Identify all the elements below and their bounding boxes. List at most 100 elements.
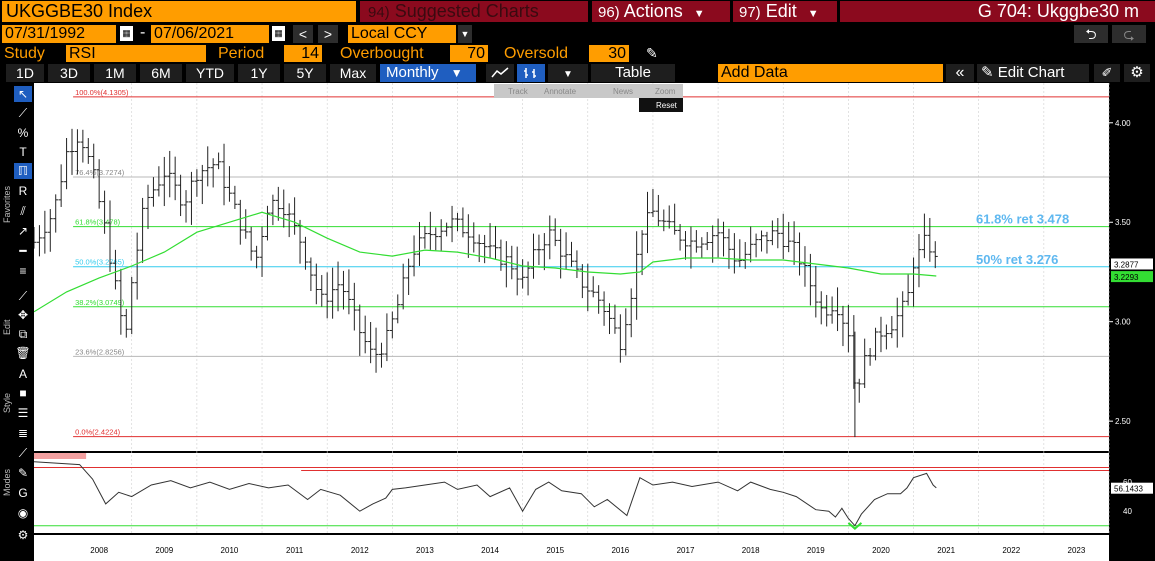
price-bar [270, 194, 276, 226]
retracement-annotation[interactable]: 61.8% ret 3.478 [976, 212, 1069, 227]
line-chart-icon[interactable] [486, 64, 514, 82]
fill-icon[interactable]: ■ [19, 386, 27, 400]
trendline-icon[interactable]: ⟋ [18, 106, 28, 120]
calendar-icon[interactable]: ▦ [272, 26, 285, 41]
price-bar [601, 291, 607, 326]
redo-button[interactable]: ⮎ [1112, 25, 1146, 43]
text-icon[interactable]: T [19, 145, 27, 159]
oversold-input[interactable]: 30 [589, 45, 629, 62]
hline-icon[interactable]: ━ [19, 244, 27, 258]
pencil-icon[interactable]: ✎ [646, 45, 658, 61]
overbought-input[interactable]: 70 [450, 45, 488, 62]
collapse-icon[interactable]: « [946, 64, 974, 82]
price-bar [80, 129, 86, 163]
chevron-down-icon: ▼ [563, 69, 573, 80]
y-tick-label: 2.50 [1115, 417, 1131, 426]
actions-num: 96) [598, 4, 620, 21]
bar-chart-icon[interactable] [517, 64, 545, 82]
annotate-tool[interactable]: Annotate [544, 87, 577, 96]
line-width-icon[interactable]: ☰ [17, 406, 29, 420]
edit-chart-button[interactable]: ✎ Edit Chart [977, 64, 1089, 82]
price-bar [302, 236, 308, 270]
percent-icon[interactable]: % [17, 126, 29, 140]
retracement-icon[interactable]: R [18, 184, 28, 198]
draw-icon[interactable]: ✐ [1094, 64, 1120, 82]
range-1y[interactable]: 1Y [238, 64, 280, 82]
start-date-input[interactable]: 07/31/1992 [2, 25, 116, 43]
period-input[interactable]: 14 [284, 45, 322, 62]
range-6m[interactable]: 6M [140, 64, 182, 82]
channel-icon[interactable]: ≡ [19, 264, 27, 278]
prev-period-button[interactable]: < [293, 25, 313, 43]
moving-average-line[interactable] [33, 211, 937, 313]
x-tick-label: 2021 [937, 546, 955, 555]
next-period-button[interactable]: > [318, 25, 338, 43]
line-style-icon[interactable]: ≣ [17, 426, 29, 440]
price-bar [454, 212, 460, 232]
price-bar [688, 226, 694, 269]
x-tick-label: 2016 [611, 546, 629, 555]
currency-select[interactable]: Local CCY [348, 25, 456, 43]
price-bar [205, 146, 211, 187]
fib-level-label: 50.0%(3.2765) [75, 258, 125, 267]
move-icon[interactable]: ✥ [17, 308, 29, 322]
reset-button[interactable] [639, 98, 683, 112]
copy-icon[interactable]: ⧉ [18, 327, 28, 341]
price-bar [102, 190, 108, 234]
rsi-line[interactable] [33, 461, 937, 527]
range-max[interactable]: Max [330, 64, 376, 82]
gear-icon[interactable]: ⚙ [1124, 64, 1150, 82]
price-bar [818, 291, 824, 325]
range-ytd[interactable]: YTD [186, 64, 234, 82]
price-bar [237, 199, 243, 245]
edit-menu[interactable]: 97) Edit ▼ [733, 1, 837, 22]
price-bar [590, 276, 596, 298]
settings-icon[interactable]: ⚙ [17, 528, 29, 542]
zoom-tool[interactable]: Zoom [655, 87, 676, 96]
mode-cycle-icon[interactable]: G [18, 486, 28, 500]
range-5y[interactable]: 5Y [284, 64, 326, 82]
price-bar [69, 128, 75, 175]
fibonacci-icon[interactable]: ℿ [14, 163, 32, 179]
calendar-icon[interactable]: ▦ [120, 26, 133, 41]
arrow-icon[interactable]: ↗ [17, 224, 29, 238]
chart-type-dropdown[interactable]: ▼ [548, 64, 588, 82]
end-date-input[interactable]: 07/06/2021 [151, 25, 269, 43]
trash-icon[interactable]: 🗑 [15, 346, 31, 360]
chevron-down-icon[interactable]: ▼ [458, 25, 472, 43]
price-bar [161, 156, 167, 207]
price-bar [259, 226, 265, 277]
range-1m[interactable]: 1M [94, 64, 136, 82]
range-3d[interactable]: 3D [48, 64, 90, 82]
price-bar [558, 228, 564, 279]
price-bar [53, 194, 59, 233]
retracement-annotation[interactable]: 50% ret 3.276 [976, 252, 1058, 267]
line-tool-icon[interactable]: ⟋ [18, 289, 28, 303]
suggested-charts-menu[interactable]: 94) Suggested Charts [360, 1, 588, 22]
pen-icon[interactable]: ⟋ [18, 446, 28, 460]
font-icon[interactable]: A [18, 367, 27, 381]
pitchfork-icon[interactable]: ⫽ [20, 204, 26, 218]
study-input[interactable]: RSI [66, 45, 206, 62]
price-bar [607, 303, 613, 335]
ticker-field[interactable]: UKGGBE30 Index [2, 1, 356, 22]
range-1d[interactable]: 1D [6, 64, 44, 82]
pointer-icon[interactable]: ↖ [14, 86, 32, 102]
actions-menu[interactable]: 96) Actions ▼ [592, 1, 730, 22]
chart-area[interactable]: 100.0%(4.1305) 76.4%(3.7274) 61.8%(3.478) 5… [31, 83, 1155, 561]
news-tool[interactable]: News [613, 87, 633, 96]
frequency-select[interactable]: Monthly ▼ [380, 64, 476, 82]
brush-icon[interactable]: ✎ [17, 466, 29, 480]
price-bar [107, 200, 113, 272]
undo-button[interactable]: ⮌ [1074, 25, 1108, 43]
palette-icon[interactable]: ◉ [17, 506, 29, 520]
track-tool[interactable]: Track [508, 87, 529, 96]
price-chart[interactable]: 100.0%(4.1305) 76.4%(3.7274) 61.8%(3.478) 5… [31, 83, 1155, 561]
table-button[interactable]: Table [591, 64, 675, 82]
price-bar [373, 327, 379, 373]
price-bar [378, 342, 384, 368]
price-bar [802, 246, 808, 287]
price-bar [346, 269, 352, 315]
add-data-input[interactable]: Add Data [718, 64, 943, 82]
x-tick-label: 2015 [546, 546, 564, 555]
